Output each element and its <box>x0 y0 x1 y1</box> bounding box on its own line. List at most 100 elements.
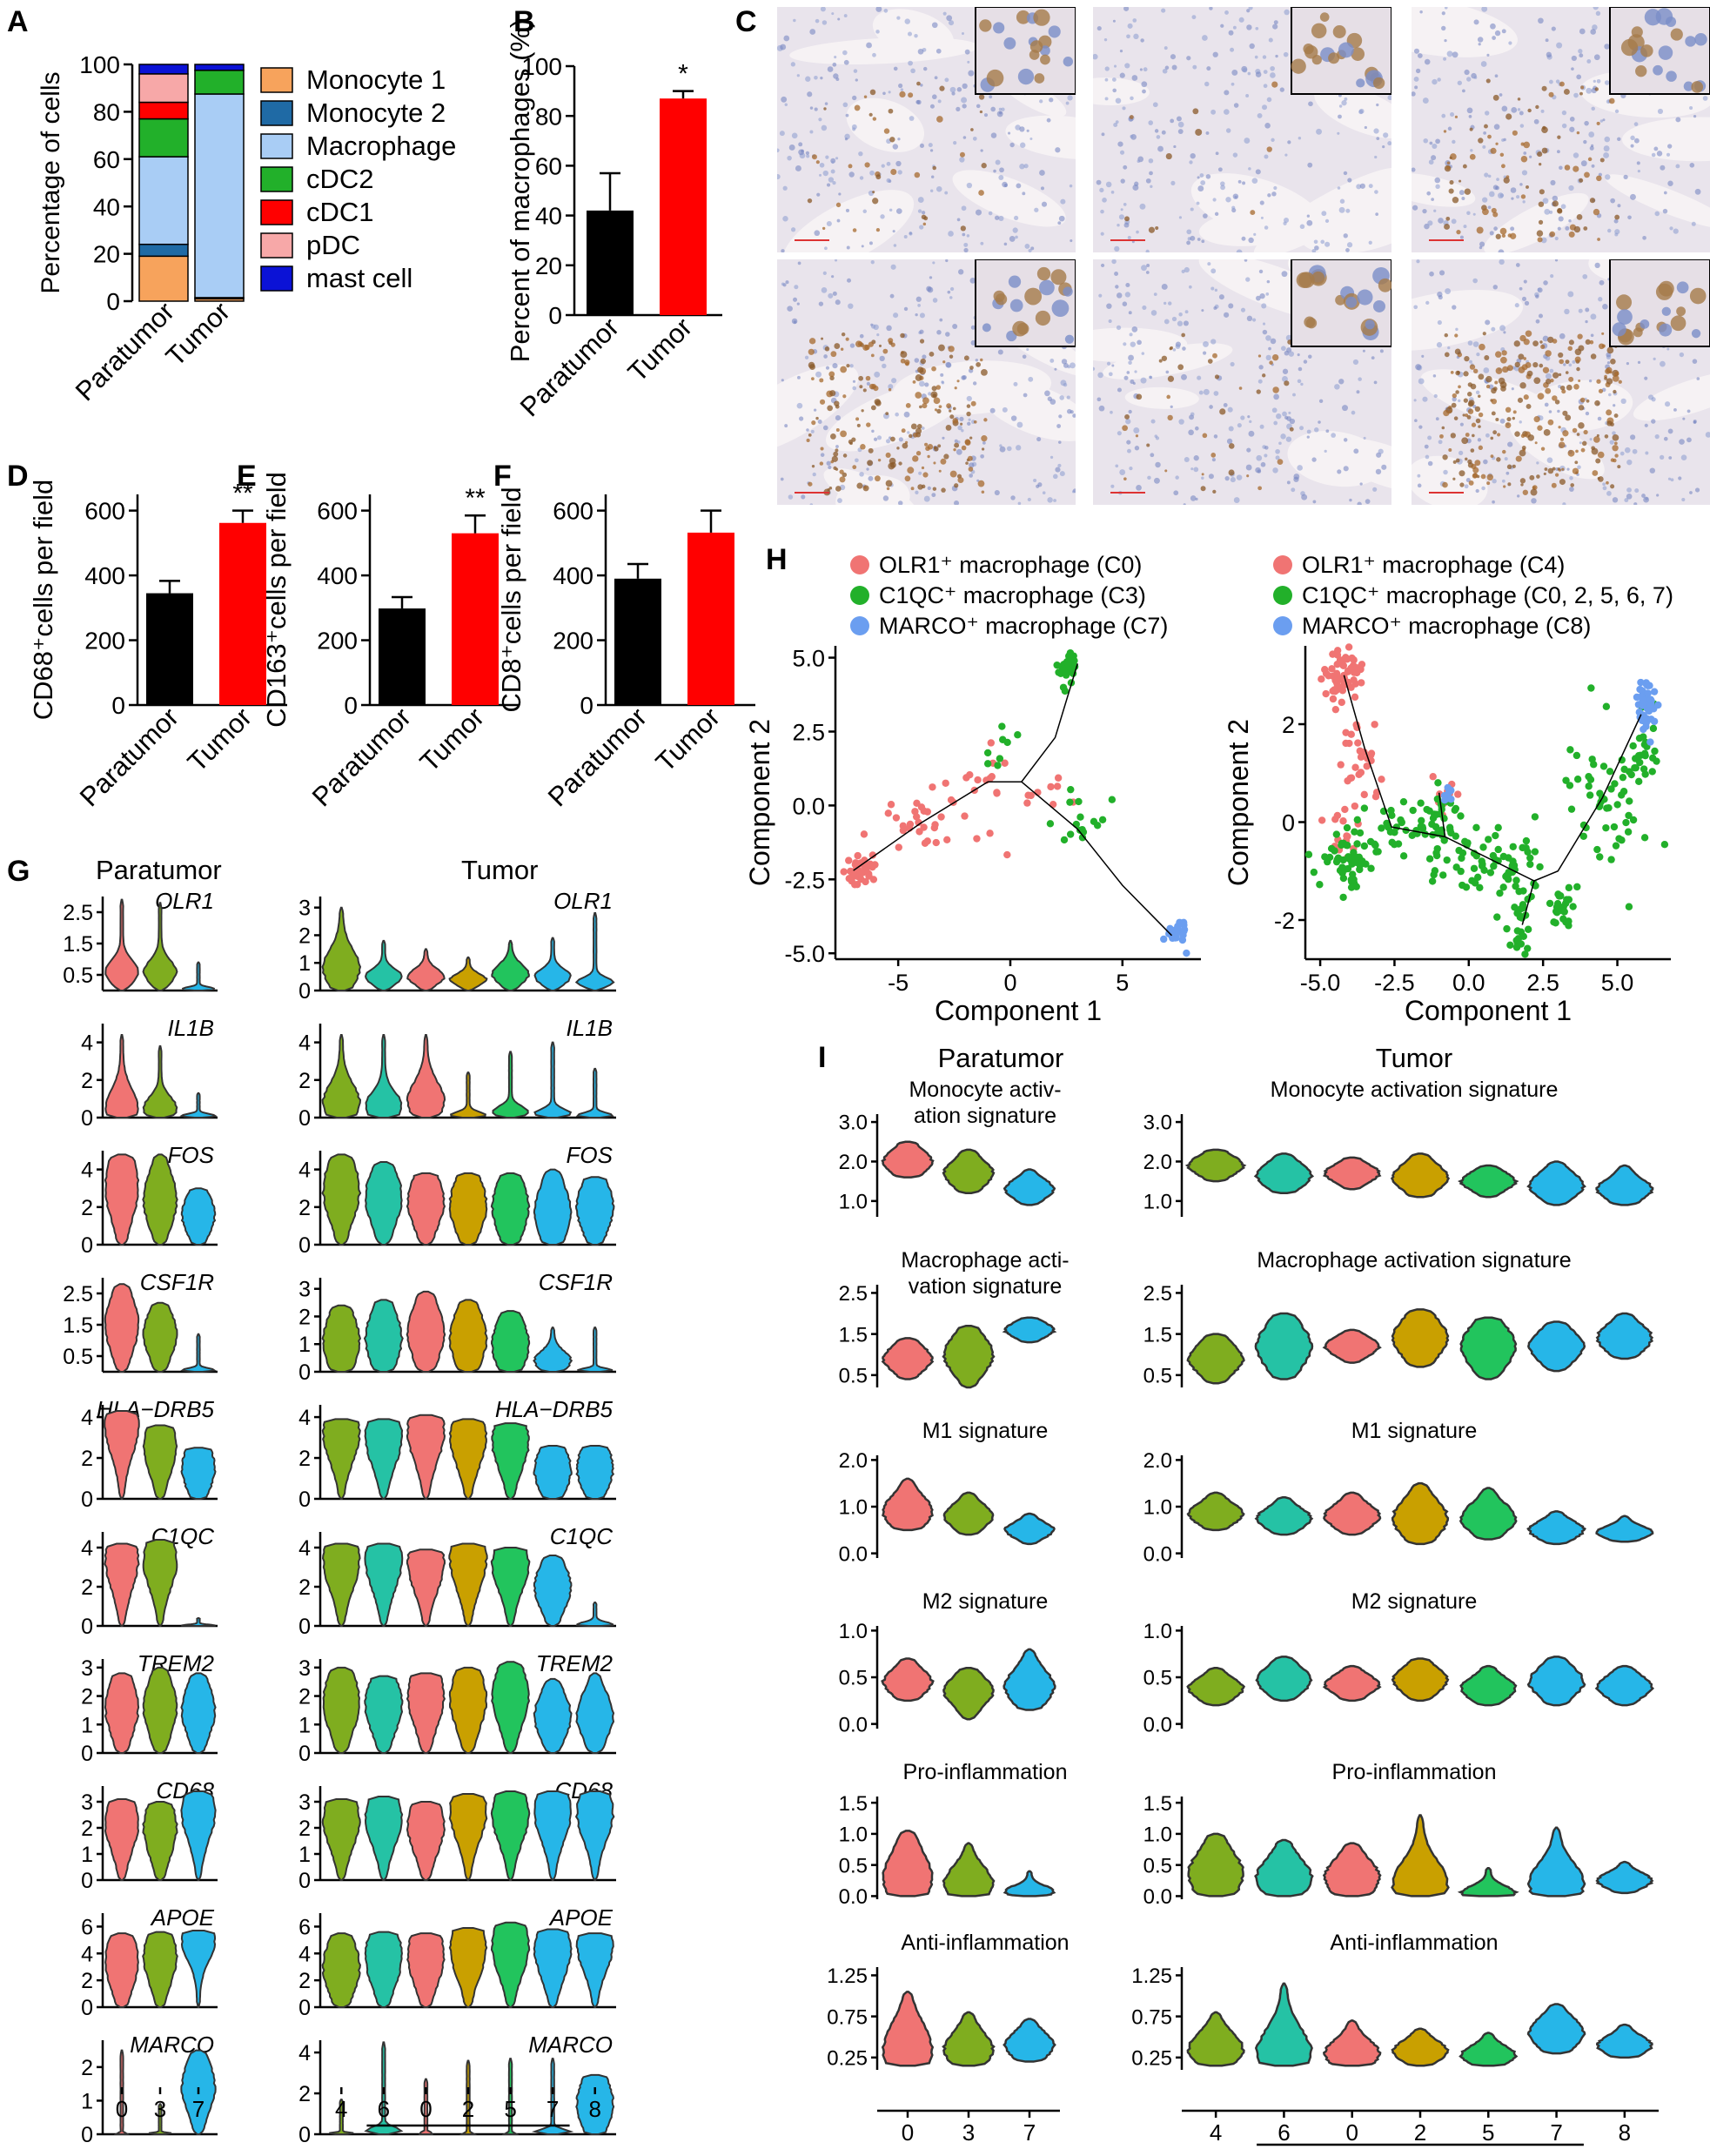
c-nucleus <box>1589 438 1593 441</box>
g-violin <box>104 1932 139 2008</box>
c-nucleus <box>1481 486 1485 491</box>
c-nucleus <box>935 185 942 192</box>
c-stained-cell <box>939 85 945 91</box>
c-stained-cell <box>1123 477 1127 480</box>
c-nucleus <box>1070 238 1073 243</box>
g-violin <box>500 2058 520 2135</box>
c-nucleus <box>821 124 828 131</box>
c-nucleus <box>1281 271 1288 278</box>
i-right-y-tick-label: 2.5 <box>1143 1282 1172 1306</box>
c-nucleus <box>831 275 835 279</box>
g-right-y-tick-label: 3 <box>298 1278 311 1302</box>
c-nucleus <box>801 494 806 500</box>
c-nucleus <box>782 216 788 222</box>
c-nucleus <box>1546 51 1552 58</box>
c-nucleus <box>1205 131 1210 135</box>
c-stained-cell <box>1579 178 1584 183</box>
g-violin <box>406 1672 446 1754</box>
c-stained-cell <box>977 480 985 487</box>
c-stained-cell <box>1472 433 1475 438</box>
c-nucleus <box>1312 500 1317 504</box>
g-violin <box>575 1067 614 1118</box>
c-nucleus <box>931 493 936 498</box>
c-nucleus <box>1248 7 1253 10</box>
c-nucleus <box>1425 454 1430 460</box>
c-nucleus <box>1503 331 1506 334</box>
c-stained-cell <box>1594 87 1599 91</box>
c-stained-cell <box>1558 468 1562 472</box>
c-nucleus <box>1306 429 1311 434</box>
c-nucleus <box>1607 228 1612 233</box>
c-stained-cell <box>914 171 921 178</box>
h-cell-point <box>1622 818 1630 827</box>
c-stained-cell <box>1596 175 1602 182</box>
g-right-y-tick-label: 2 <box>298 1685 311 1709</box>
c-nucleus <box>1116 325 1122 331</box>
c-nucleus <box>1248 237 1254 244</box>
c-nucleus <box>1372 487 1378 492</box>
c-inset-cell <box>1003 37 1016 50</box>
c-inset-cell <box>1676 281 1689 294</box>
i-left-y-tick-label: 0.5 <box>839 1854 868 1877</box>
c-nucleus <box>1247 71 1251 76</box>
c-nucleus <box>1419 10 1423 14</box>
c-nucleus <box>1117 431 1122 436</box>
g-violin <box>448 1793 488 1881</box>
c-stained-cell <box>1449 179 1454 185</box>
g-violin <box>448 1542 488 1627</box>
c-nucleus <box>1181 373 1187 380</box>
c-nucleus <box>1545 38 1549 43</box>
c-stained-cell <box>916 424 922 429</box>
c-inset-cell <box>1617 309 1633 325</box>
c-inset-cell <box>1298 272 1315 288</box>
c-nucleus <box>1212 198 1217 202</box>
c-nucleus <box>796 402 803 409</box>
c-nucleus <box>1452 51 1459 58</box>
c-nucleus <box>1220 185 1225 191</box>
h-cell-point <box>1443 856 1451 864</box>
h-cell-point <box>1546 899 1554 908</box>
g-violin <box>406 1548 446 1627</box>
f-y-tick-label: 600 <box>553 498 593 525</box>
h-cell-point <box>943 836 951 843</box>
c-nucleus <box>893 244 897 247</box>
c-nucleus <box>1117 141 1123 147</box>
c-nucleus <box>875 7 882 12</box>
g-violin <box>491 939 530 991</box>
c-stained-cell <box>815 160 820 165</box>
c-nucleus <box>1245 277 1251 282</box>
h-cell-point <box>1321 666 1329 674</box>
c-nucleus <box>1131 75 1138 81</box>
c-nucleus <box>825 366 830 370</box>
i-left-y-tick-label: 0.75 <box>827 2005 868 2029</box>
c-stained-cell <box>1501 350 1507 356</box>
c-nucleus <box>1030 246 1035 251</box>
h-cell-point <box>1179 918 1188 926</box>
c-stained-cell <box>1514 431 1520 437</box>
c-nucleus <box>1100 232 1104 236</box>
c-nucleus <box>952 323 958 329</box>
g-violin <box>459 2059 478 2135</box>
c-nucleus <box>882 91 886 96</box>
h-cell-point <box>1079 828 1088 836</box>
g-violin <box>104 1542 140 1627</box>
c-stained-cell <box>1207 359 1213 364</box>
c-stained-cell <box>1448 188 1454 194</box>
c-nucleus <box>1119 150 1125 155</box>
c-stained-cell <box>923 216 929 221</box>
c-nucleus <box>1119 469 1126 475</box>
c-nucleus <box>1579 53 1584 58</box>
h-x-tick-label: 0 <box>1003 970 1016 996</box>
c-nucleus <box>1606 491 1612 496</box>
h-legend-dot <box>850 616 869 635</box>
c-nucleus <box>1494 30 1501 37</box>
c-nucleus <box>994 489 1000 496</box>
c-nucleus <box>1418 425 1423 429</box>
c-stained-cell <box>1490 436 1494 440</box>
c-stained-cell <box>1559 385 1566 391</box>
c-stained-cell <box>1158 359 1163 363</box>
h-cell-point <box>1489 851 1498 860</box>
c-stained-cell <box>1576 131 1580 135</box>
c-nucleus <box>1016 445 1022 451</box>
h-cell-point <box>973 835 981 843</box>
